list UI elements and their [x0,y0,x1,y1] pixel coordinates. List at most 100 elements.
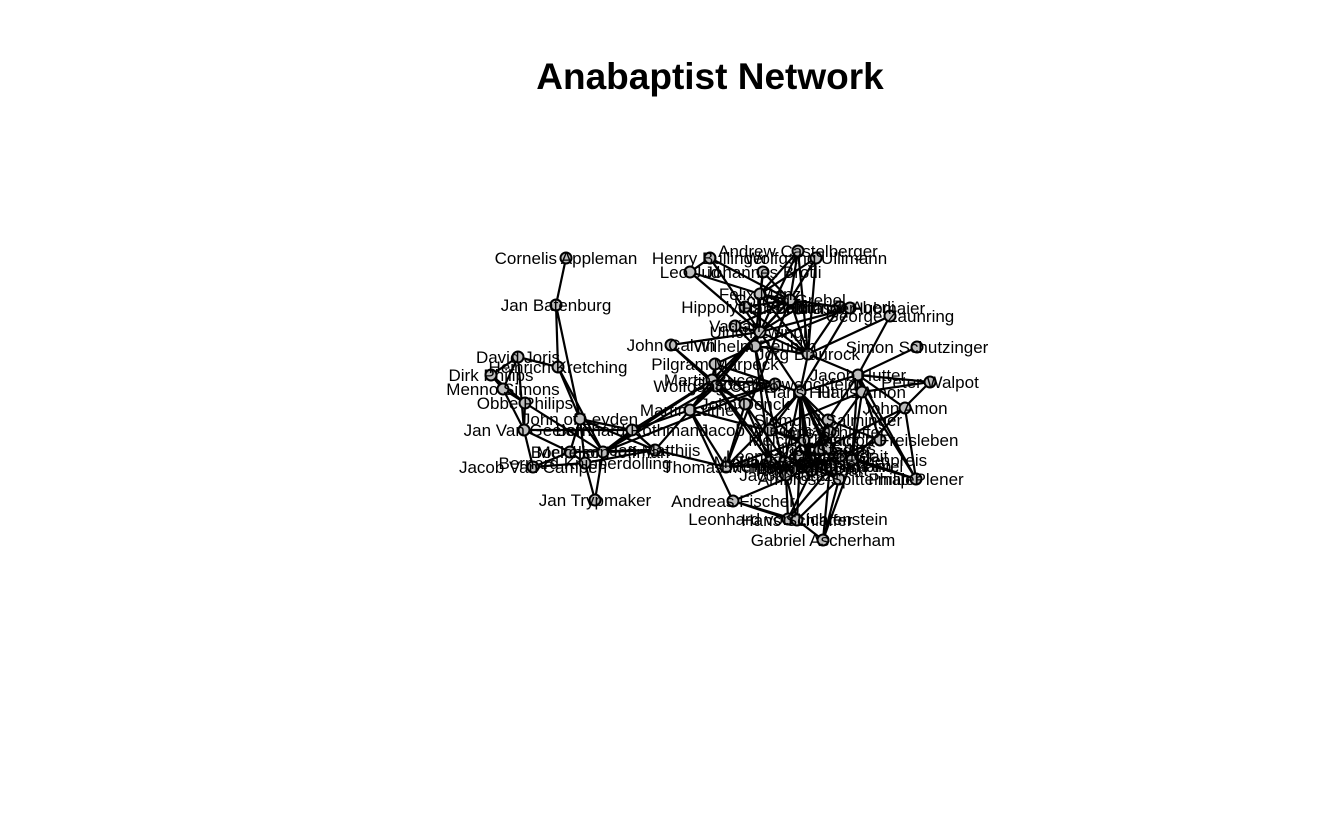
edge-ambrose_spittelmaier-gabriel_ascherham [821,478,841,541]
edge-andreas_ehrenpreis-gabriel_ascherham [821,459,854,541]
edge-jorg_blaurock-jacob_hutter [807,352,859,377]
edge-peter_walpot-hans_amon [861,380,931,394]
node-melchior_rinck [797,433,811,447]
chart-title: Anabaptist Network [536,56,884,97]
node-hans_schlaffer_b [823,425,837,439]
node-label-balthasar_hubmaier_z: Balthasar Hubmaier [775,299,926,318]
node-wolfgang_capito [709,379,723,393]
node-leonhard_schiemer [793,449,807,463]
node-jan_van_geelen [517,423,531,437]
node-label-wolfgang_capito: Wolfgang Capito [653,377,778,396]
node-bernhard_rothmann [625,423,639,437]
node-label-christoph_freisleben: Christoph Freisleben [802,431,959,450]
node-label-hans_hottinger: Hans Hottinger [741,299,855,318]
edge-hans_hut-jacob_wiedemann [769,391,801,431]
edge-henry_bullinger-ulrich_zwingli [709,257,761,333]
node-label-martin_luther: Martin Luther [640,401,740,420]
edge-melchior_hoffman-jan_matthijs [602,448,656,454]
edge-balthasar_hubmaier_z-ulrich_zwingli [759,306,851,334]
node-ambrose_spittelmaier [832,472,846,486]
node-label-john_calvin: John Calvin [627,336,716,355]
edge-cornelis_appleman-jan_batenburg [554,257,568,306]
edge-andreas_ehrenpreis-philip_plener [851,458,917,481]
node-henry_bullinger [703,251,717,265]
node-peter_walpot [923,375,937,389]
edge-hans_amon-philip_plener [861,391,917,480]
node-label-cornelis_appleman: Cornelis Appleman [495,249,638,268]
node-label-jorg_blaurock: Jorg Blaurock [756,345,860,364]
node-label-obbe_philips: Obbe Philips [477,394,573,413]
edge-wolfgang_ullimann-felix_manz [759,257,817,295]
node-label-michael_sattler: Michael Sattler [714,453,827,472]
node-felix_manz [753,287,767,301]
node-label-sigmund_salminger: Sigmund Salminger [754,411,903,430]
edge-bernard_knipperdolling-jacob_van_campen [532,461,586,469]
edge-jan_van_geelen-bockelson [523,429,571,453]
node-john_calvin [664,338,678,352]
edge-john_of_leyden-bernard_knipperdolling [578,418,587,464]
edge-jan_matthijs-thomas_muntzer [654,448,727,469]
node-hans_hottinger [791,301,805,315]
node-michael_sattler [763,455,777,469]
edge-simon_schutzinger-jacob_hutter [857,346,918,376]
edge-ulrich_zwingli-hans_hut [759,331,801,393]
node-jacob_kautz [779,468,793,482]
node-christoph_freisleben [873,433,887,447]
node-label-gabriel_ascherham: Gabriel Ascherham [751,531,896,550]
node-label-hans_schlaffer: Hans Schlaffer [741,511,853,530]
edge-john_amon-philip_plener [903,407,918,480]
node-john_of_leyden [573,412,587,426]
node-conrad_grebel [783,293,797,307]
edge-obbe_philips-melchior_hoffman [524,402,604,453]
edge-wilhelm_reublin_s-gabriel_ascherham [821,465,832,541]
node-pilgram_marpeck [708,357,722,371]
node-dirk_philips [484,368,498,382]
edge-hippolytus_eberli-jorg_blaurock [744,306,809,355]
node-layer [484,244,937,547]
edge-sigmund_salminger-christoph_freisleben [827,418,881,442]
edge-john_of_leyden-jan_matthijs [579,417,656,452]
node-label-leonhard_dax: Leonhard Dax [757,459,864,478]
edge-henry_bullinger-conrad_grebel [709,257,791,301]
node-label-andreas_fischer: Andreas Fischer [671,492,795,511]
node-wolfgang_ullimann [809,251,823,265]
node-hans_denck [778,455,792,469]
edge-wolfgang_ullimann-jorg_blaurock [806,257,818,355]
edge-martin_bucer-caspar_schwenckfeld [711,378,776,386]
node-jacob_van_campen [526,460,540,474]
edge-christoph_freisleben-oswald_glait [839,438,881,458]
edge-george_zaunring-jacob_hutter [857,315,891,376]
node-label-ulrich_zwingli: Ulrich Zwingli [709,323,810,342]
node-label-andreas_ehrenpreis: Andreas Ehrenpreis [777,451,927,470]
node-label-john_amon: John Amon [862,399,947,418]
node-balthasar_hubmaier_z [843,301,857,315]
node-label-john_denck: John Denck [700,395,790,414]
node-label-jacob_van_campen: Jacob Van Campen [459,458,607,477]
edge-george_zaunring-jorg_blaurock [807,315,891,355]
node-label-andrew_castelberger: Andrew Castelberger [718,242,878,261]
edge-jacob_hutter-sigmund_salminger [827,374,859,421]
node-label-eitelhans_langenmantel: Eitelhans Langenmantel [721,457,903,476]
node-label-jacob_hutter: Jacob Hutter [810,366,907,385]
node-hans_schlaffer [790,513,804,527]
node-label-jacob_wiedemann: Jacob Wiedemann [700,421,841,440]
node-label-wilhelm_reublin_s: Wilhelm Reublin [769,457,892,476]
node-sigmund_salminger [821,413,835,427]
node-label-leo_jud: Leo Jud [660,263,721,282]
node-label-vadian: Vadian [709,317,761,336]
node-philip_plener [909,472,923,486]
edge-jacob_kautz-leonhard_lichtenstein [784,474,790,520]
edge-ulrich_zwingli-martin_bucer [711,331,761,381]
node-john_denck [738,397,752,411]
edge-conrad_grebel-hippolytus_eberli [744,298,791,309]
node-john_amon [898,401,912,415]
node-label-jan_van_geelen: Jan Van Geelen [464,421,585,440]
node-bockelson [563,445,577,459]
node-label-ambrose_spittelmaier: Ambrose Spittelmaier [758,470,921,489]
edge-john_of_leyden-bernhard_rothmann [579,417,633,432]
node-hippolytus_eberli [738,300,752,314]
edge-melchior_hoffman-wolfgang_capito [602,385,717,453]
node-heinrich_kretching [551,360,565,374]
node-label-jan_matthijs: Jan Matthijs [610,441,701,460]
edge-jan_matthijs-bernard_knipperdolling [584,448,656,465]
